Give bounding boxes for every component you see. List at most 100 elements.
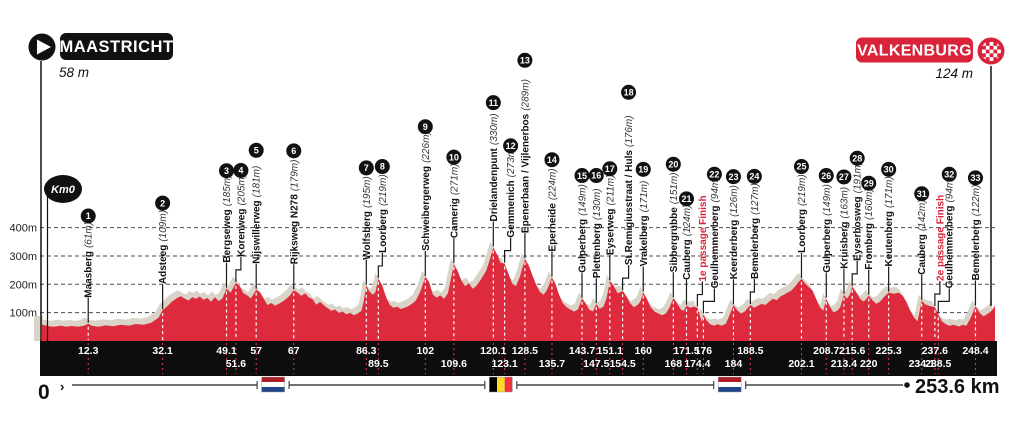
climb-number: 13 [520,55,530,65]
climb-name: Fromberg [864,223,875,270]
checker-square [997,49,1001,54]
km-tick-label: 160 [634,345,652,357]
km-tick-label: 57 [250,345,262,357]
km-tick-label: 120.1 [480,345,506,357]
route-total-distance-label: 253.6 km [915,376,1000,398]
climb-label: Drielandenpunt (330m) [489,113,500,221]
climb-number: 1 [86,211,91,221]
climb-elevation: (171m) [639,181,650,213]
km-tick-label: 67 [288,345,300,357]
climb-number: 33 [970,173,980,183]
route-end-dot [904,382,910,388]
climb-number: 29 [864,178,874,188]
climb-number-badge [725,169,741,185]
climb-label: Nijswillerweg (181m) [252,166,263,264]
climb-elevation: (149m) [822,184,833,216]
distance-bar [40,341,997,376]
km-tick-label: 32.1 [152,345,173,357]
play-triangle-icon [37,39,51,55]
climb-name: Nijswillerweg [252,200,263,263]
climb-number-badge [621,84,637,100]
climb-name: Cauberg [917,234,928,275]
climb-number: 18 [624,88,634,98]
climb-name: Keerderberg [729,220,740,279]
climb-elevation: (191m) [853,162,864,194]
climb-number-badge [446,149,462,165]
y-axis-label: 300m [9,251,37,263]
climb-leader-line [749,278,755,304]
climb-number: 27 [839,172,849,182]
climb-number-badge [706,166,722,182]
climb-number-badge [286,143,302,159]
checker-square [993,45,998,50]
climb-name: Gulperberg [822,219,833,273]
climb-number-badge [80,208,96,224]
climb-leader-line [235,256,242,282]
climb-name: Bemelerberg [750,218,761,279]
climb-leader-line [503,237,512,263]
climb-number: 32 [944,169,954,179]
climb-number-badge [836,169,852,185]
km-tick-label: 234.1 [909,358,935,370]
route-start-arrow-icon: › [60,379,64,394]
km-tick-label: 213.4 [831,358,857,370]
km-tick-label: 89.5 [368,358,389,370]
climb-elevation: (61m) [84,222,95,248]
climb-number-badge [914,186,930,202]
climb-label: Cauberg (124m) [682,205,693,280]
km-tick-label: 176 [695,345,713,357]
climb-number: 9 [423,122,428,132]
climb-elevation: (124m) [682,205,693,237]
km0-label: Km0 [51,184,76,196]
climb-elevation: (219m) [797,174,808,206]
climb-number-badge [793,159,809,175]
start-city-pill [60,33,173,60]
climb-number-badge [574,168,590,184]
climb-name: Keutenberg [884,211,895,267]
km0-badge [44,175,82,203]
climb-name: Sibbergrubbe [669,207,680,272]
climb-label: Camerig (271m) [449,163,460,238]
climb-number: 31 [917,189,927,199]
climb-elevation: (205m) [236,174,247,206]
climb-leader-line [934,280,941,306]
finish-passage-label: 1e passage Finish [698,195,709,281]
climb-number: 16 [591,171,601,181]
climb-number-badge [665,156,681,172]
finish-city-label: VALKENBURG [857,43,972,60]
climb-label: Eyserbosweg (191m) [853,162,864,261]
climb-elevation: (127m) [750,183,761,215]
climb-label: Epenerbaan / Vijlenerbos (289m) [520,79,531,233]
climb-number: 26 [821,171,831,181]
km-tick-label: 225.3 [876,345,902,357]
checker-square [993,53,998,58]
checker-square [989,57,994,61]
climb-label: Keerderberg (126m) [729,185,740,279]
climb-name: Rijksweg N278 [289,194,300,264]
climb-elevation: (151m) [669,172,680,204]
climb-name: Bemelerberg [971,219,982,280]
climb-name: 1e passage Finish [698,195,709,281]
km-tick-label: 238.5 [925,358,951,370]
climb-label: Loorberg (219m) [378,174,389,253]
climb-label: Vrakelberg (171m) [639,181,650,267]
climb-number-badge [233,162,249,178]
climb-label: Sibbergrubbe (151m) [669,172,680,272]
climb-label: Adsteeg (109m) [158,210,169,284]
checker-square [989,49,994,54]
climb-elevation: (211m) [605,175,616,206]
climb-label: Fromberg (160m) [864,188,875,269]
climb-number-badge [503,138,519,154]
climb-number: 4 [238,166,243,176]
climb-label: Bemelerberg (127m) [750,183,761,279]
climb-label: Rijksweg N278 (179m) [289,160,300,265]
climb-number: 6 [291,146,296,156]
elevation-area [42,247,995,341]
km-tick-label: 208.7 [813,345,839,357]
km-tick-label: 184 [725,358,743,370]
climb-number: 11 [489,98,499,108]
climb-name: Eyserbosweg [853,196,864,260]
checker-square [982,49,986,54]
km-tick-label: 102 [417,345,435,357]
